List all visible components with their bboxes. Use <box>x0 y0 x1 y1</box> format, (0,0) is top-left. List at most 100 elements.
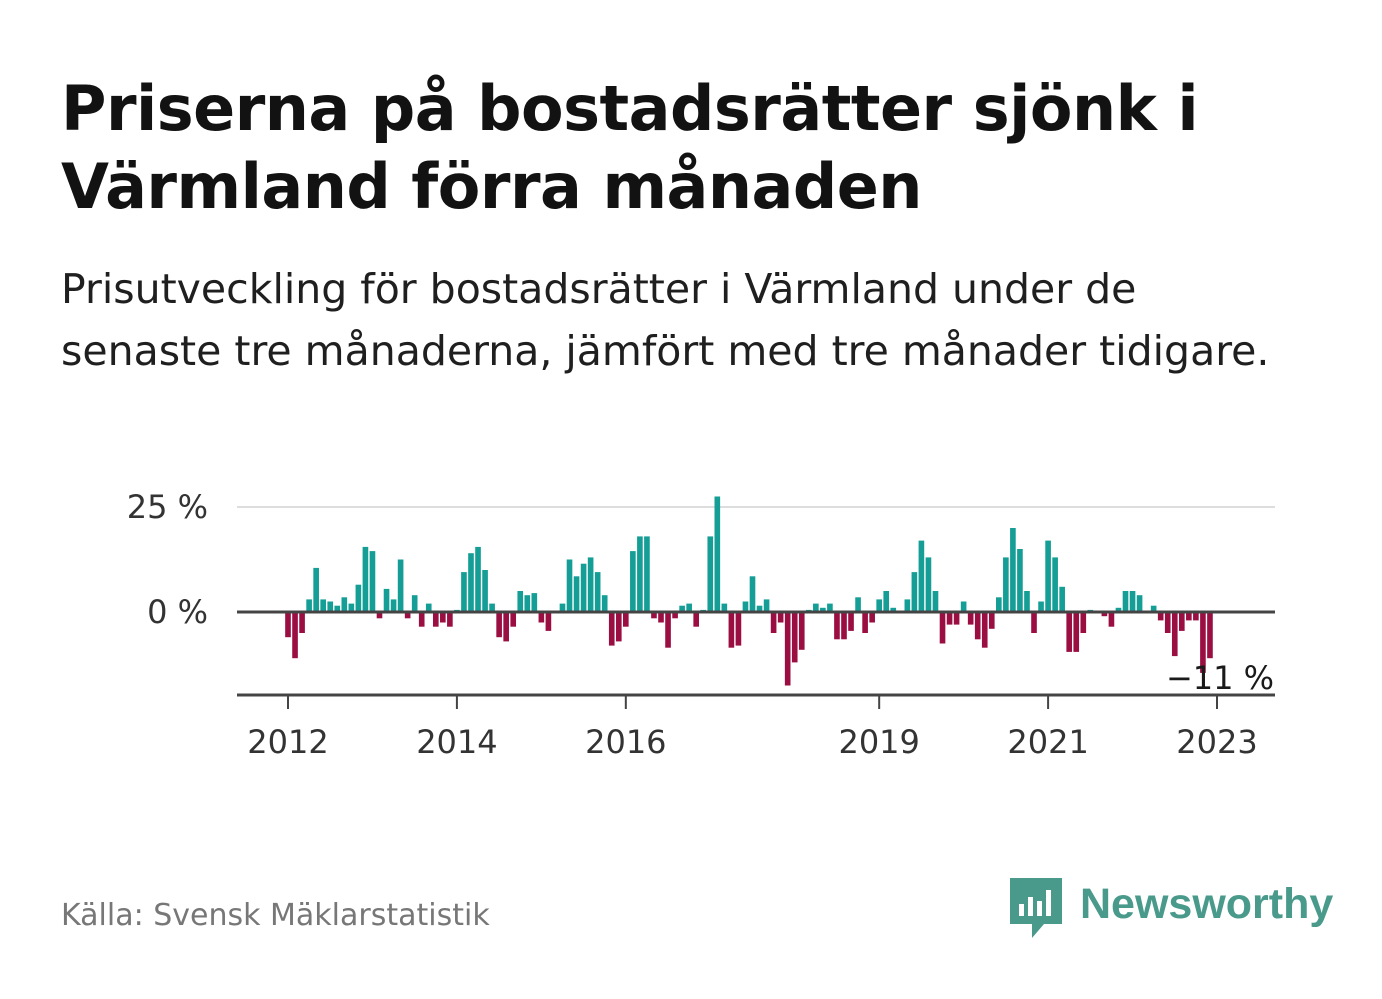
bar <box>728 612 735 648</box>
bar <box>988 612 995 629</box>
bar <box>334 605 341 612</box>
bar <box>482 570 488 612</box>
bar <box>679 605 685 612</box>
bar <box>1010 528 1016 612</box>
bar <box>770 612 777 633</box>
bar <box>587 557 594 612</box>
bar <box>791 612 798 663</box>
bar <box>615 612 622 642</box>
bar <box>559 603 566 612</box>
bar <box>1157 612 1164 621</box>
bar <box>827 603 833 612</box>
bar <box>573 576 580 612</box>
x-tick-label: 2012 <box>247 723 328 761</box>
bar <box>418 612 425 627</box>
bar <box>1066 612 1073 652</box>
bar <box>489 603 495 612</box>
bar <box>348 603 355 612</box>
bar <box>524 595 531 612</box>
bar <box>925 557 932 612</box>
bar <box>735 612 742 646</box>
bar <box>848 612 854 631</box>
bar <box>1129 591 1136 612</box>
bar <box>953 612 960 625</box>
bar <box>763 599 770 612</box>
bar <box>362 546 369 612</box>
bar <box>390 599 397 612</box>
bar <box>397 559 404 612</box>
bar <box>1031 612 1037 633</box>
bar <box>841 612 847 640</box>
bar <box>1052 557 1058 612</box>
bar <box>538 612 545 623</box>
bar <box>341 597 348 612</box>
bar <box>967 612 974 625</box>
bar <box>404 612 411 619</box>
y-tick-label: 0 % <box>147 593 208 631</box>
bar <box>756 605 763 612</box>
bar <box>432 612 439 627</box>
bar <box>869 612 875 623</box>
x-tick-label: 2014 <box>416 723 497 761</box>
bar <box>1193 612 1199 621</box>
bar <box>510 612 517 627</box>
bar <box>1108 612 1115 627</box>
bar <box>946 612 953 625</box>
bar <box>517 591 524 612</box>
bar <box>834 612 840 640</box>
source-note: Källa: Svensk Mäklarstatistik <box>61 898 490 933</box>
bar <box>496 612 502 638</box>
bar <box>911 572 918 612</box>
bar <box>601 595 608 612</box>
chart-subtitle: Prisutveckling för bostadsrätter i Värml… <box>61 265 1270 375</box>
bar <box>693 612 700 627</box>
last-value-label: −11 % <box>1166 659 1274 697</box>
bar <box>355 584 362 612</box>
bar <box>784 612 791 686</box>
bar <box>742 601 749 612</box>
bar <box>939 612 946 644</box>
bar <box>1136 595 1143 612</box>
bar <box>425 603 432 612</box>
bar <box>1164 612 1171 633</box>
bar <box>369 551 376 612</box>
bar <box>545 612 552 631</box>
bar <box>1017 549 1023 612</box>
bar <box>475 546 481 612</box>
bar <box>686 603 692 612</box>
bar <box>960 601 967 612</box>
bar <box>1080 612 1087 633</box>
bar <box>1171 612 1178 657</box>
bar <box>1024 591 1030 612</box>
bar <box>376 612 383 619</box>
bar <box>1101 612 1108 617</box>
chart-title: Priserna på bostadsrätter sjönk i Värmla… <box>61 72 1199 223</box>
bar <box>1207 612 1213 659</box>
bar <box>292 612 298 659</box>
bar <box>566 559 573 612</box>
bar <box>658 612 664 623</box>
bar <box>1038 601 1044 612</box>
bar <box>594 572 601 612</box>
bar <box>440 612 446 623</box>
bar-chart: 25 % 0 % 2012 2014 2016 2019 2021 2023 −11 % <box>127 488 1275 761</box>
bar <box>1186 612 1192 621</box>
bar <box>883 591 890 612</box>
bar <box>531 593 538 612</box>
bar <box>320 599 326 612</box>
bar <box>862 612 868 633</box>
bar <box>996 597 1002 612</box>
bar <box>1122 591 1129 612</box>
x-tick-label: 2016 <box>585 723 666 761</box>
bar <box>1150 605 1157 612</box>
bar <box>672 612 678 619</box>
bar <box>383 588 390 612</box>
bar <box>644 536 650 612</box>
x-tick-label: 2019 <box>838 723 919 761</box>
bar <box>285 612 291 638</box>
bar <box>1115 607 1122 612</box>
bar <box>981 612 988 648</box>
bar <box>623 612 629 627</box>
bar <box>637 536 643 612</box>
bar <box>749 576 756 612</box>
